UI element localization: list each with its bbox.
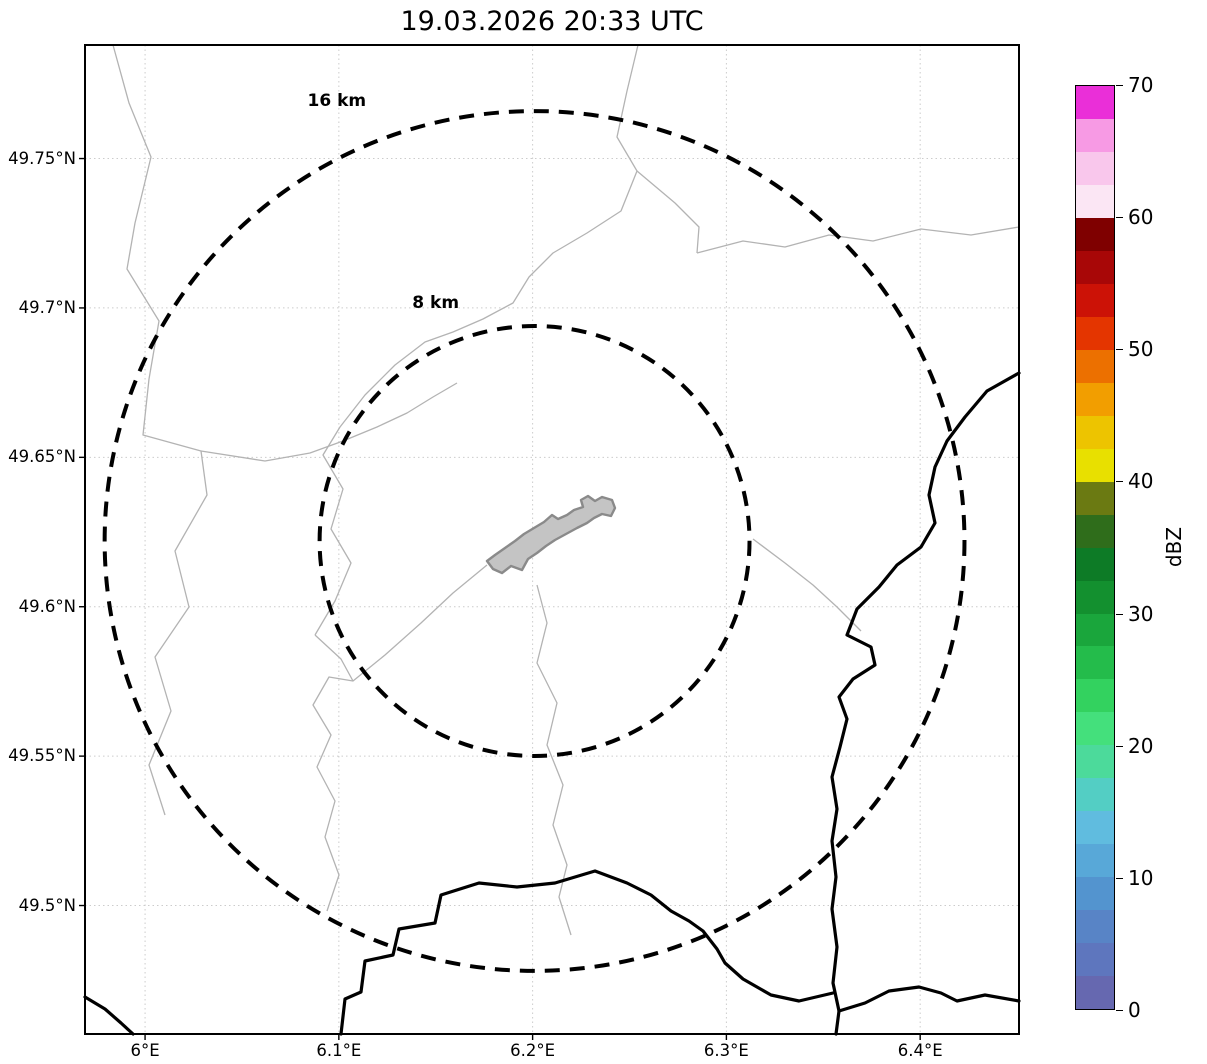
colorbar-segment (1076, 778, 1114, 812)
x-tick-label: 6°E (130, 1041, 160, 1060)
axis-tick-marks (79, 157, 921, 1040)
colorbar-axis-label: dBZ (1162, 526, 1186, 568)
district-border-lines (112, 44, 1020, 936)
colorbar-segment (1076, 613, 1114, 647)
colorbar-tick-mark (1116, 1010, 1123, 1011)
grid-lines (85, 45, 1019, 1034)
colorbar-segment (1076, 316, 1114, 350)
country-border-south (339, 869, 835, 1036)
map-canvas (79, 44, 1021, 1040)
colorbar-segment (1076, 514, 1114, 548)
range-ring-label: 16 km (307, 91, 367, 112)
colorbar-segment (1076, 679, 1114, 713)
district-border-line (312, 564, 488, 912)
colorbar-segment (1076, 382, 1114, 416)
colorbar (1075, 85, 1115, 1010)
colorbar-segment (1076, 349, 1114, 383)
x-tick-label: 6.4°E (897, 1041, 943, 1060)
colorbar-tick-label: 10 (1128, 865, 1154, 890)
range-ring-8km (317, 324, 752, 758)
colorbar-segment (1076, 283, 1114, 317)
city-area-shape (485, 494, 617, 575)
colorbar-segment (1076, 547, 1114, 581)
colorbar-tick-mark (1116, 745, 1123, 747)
figure-title: 19.03.2026 20:33 UTC (400, 6, 704, 37)
colorbar-segment (1076, 118, 1114, 152)
district-border-line (636, 170, 700, 254)
colorbar-segment (1076, 877, 1114, 911)
colorbar-tick-mark (1116, 481, 1123, 483)
colorbar-segment (1076, 86, 1114, 119)
y-tick-label: 49.55°N (8, 746, 76, 766)
x-tick-label: 6.2°E (510, 1041, 556, 1060)
country-border-lines (83, 371, 1021, 1036)
colorbar-segment (1076, 646, 1114, 680)
district-border-line (314, 44, 639, 636)
range-rings (102, 109, 967, 973)
colorbar-tick-label: 20 (1128, 733, 1154, 758)
colorbar-segment (1076, 844, 1114, 878)
colorbar-segment (1076, 217, 1114, 251)
colorbar-tick-mark (1116, 85, 1123, 86)
colorbar-tick-label: 30 (1128, 601, 1154, 626)
y-tick-label: 49.7°N (18, 297, 76, 317)
y-tick-label: 49.75°N (8, 148, 76, 168)
colorbar-segment (1076, 712, 1114, 746)
colorbar-tick-label: 60 (1128, 205, 1154, 230)
colorbar-segment (1076, 184, 1114, 218)
colorbar-segment (1076, 745, 1114, 779)
district-border-line (314, 634, 354, 682)
district-border-line (200, 382, 458, 462)
colorbar-segment (1076, 481, 1114, 515)
colorbar-segment (1076, 910, 1114, 944)
colorbar-tick-mark (1116, 217, 1123, 219)
y-tick-label: 49.6°N (18, 596, 76, 616)
district-border-line (112, 44, 208, 816)
country-border-east (830, 371, 1021, 1036)
colorbar-segment (1076, 811, 1114, 845)
colorbar-segment (1076, 151, 1114, 185)
range-ring-16km (102, 109, 967, 973)
map-plot-area: 16 km 8 km (79, 44, 1021, 1040)
district-border-line (696, 226, 1020, 254)
colorbar-segment (1076, 943, 1114, 977)
colorbar-segment (1076, 415, 1114, 449)
y-tick-label: 49.5°N (18, 895, 76, 915)
colorbar-segment (1076, 580, 1114, 614)
district-border-line (752, 538, 862, 632)
colorbar-tick-label: 70 (1128, 73, 1154, 97)
colorbar-tick-label: 0 (1128, 998, 1141, 1022)
colorbar-segment (1076, 250, 1114, 284)
colorbar-tick-mark (1116, 613, 1123, 615)
y-tick-label: 49.65°N (8, 447, 76, 467)
x-tick-label: 6.3°E (703, 1041, 749, 1060)
colorbar-segment (1076, 448, 1114, 482)
country-border-southeast (837, 985, 1021, 1013)
colorbar-tick-mark (1116, 349, 1123, 351)
range-ring-label: 8 km (412, 293, 460, 314)
colorbar-tick-label: 40 (1128, 469, 1154, 494)
colorbar-tick-mark (1116, 877, 1123, 879)
x-tick-label: 6.1°E (316, 1041, 362, 1060)
colorbar-segment (1076, 976, 1114, 1010)
axes-frame (84, 44, 1020, 1035)
colorbar-tick-label: 50 (1128, 337, 1154, 362)
country-border-southwest (83, 995, 135, 1036)
